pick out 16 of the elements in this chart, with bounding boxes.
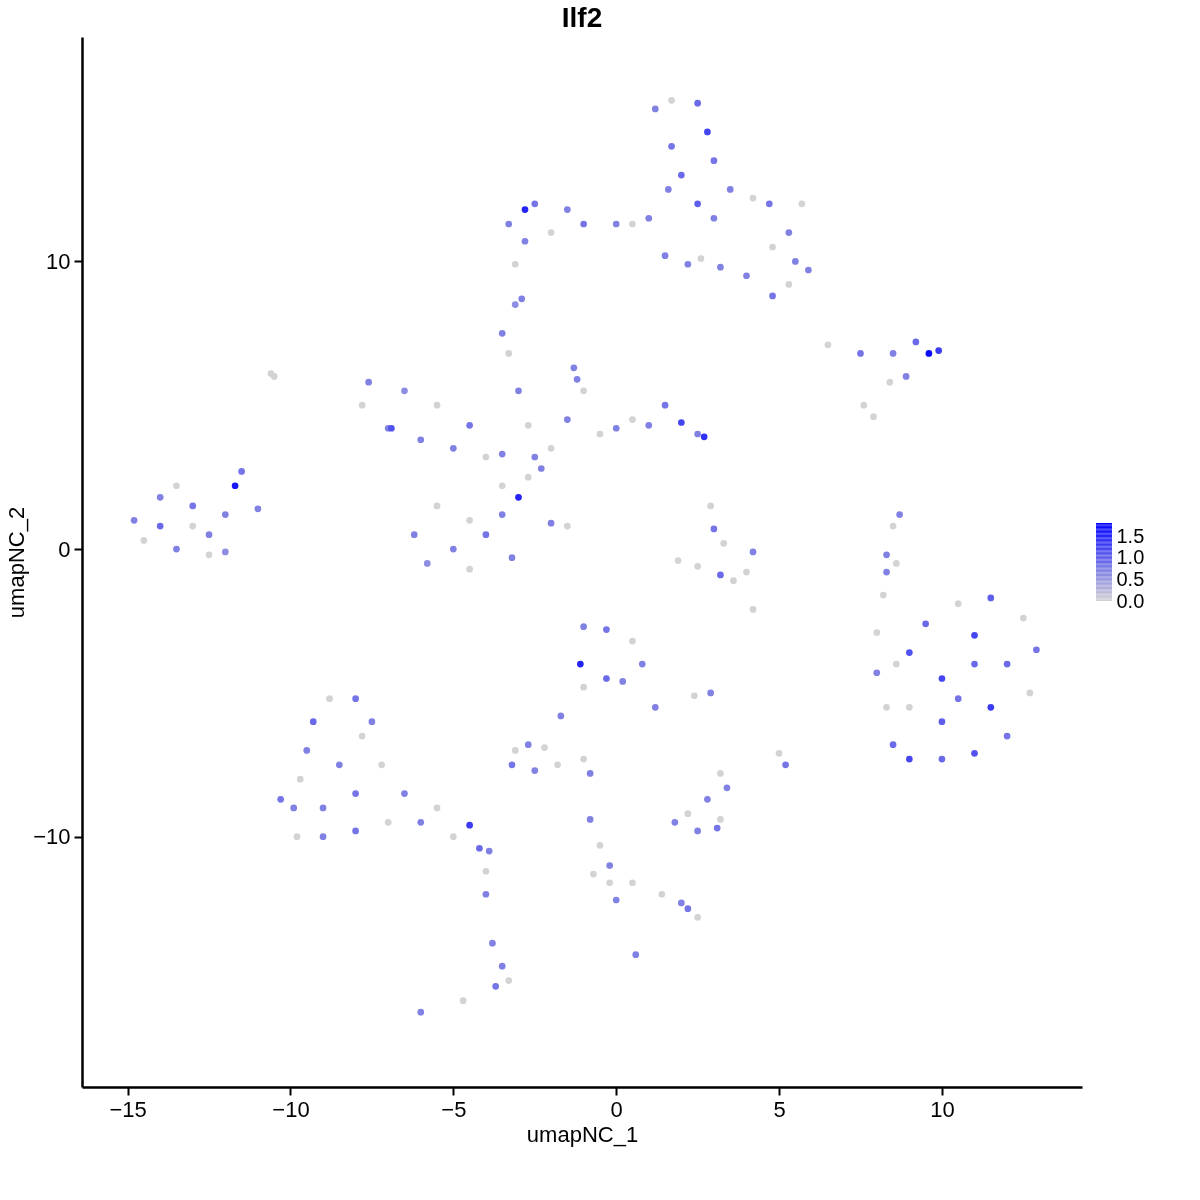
x-tick-label: 0 — [610, 1096, 623, 1122]
y-tick-label: 10 — [46, 248, 71, 274]
x-tick-label: −5 — [441, 1096, 467, 1122]
y-tick-label: −10 — [33, 824, 71, 850]
y-tick-label: 0 — [58, 536, 71, 562]
x-tick-label: 10 — [930, 1096, 955, 1122]
x-axis-title: umapNC_1 — [526, 1121, 639, 1147]
x-tick-label: 5 — [773, 1096, 786, 1122]
x-tick-label: −15 — [109, 1096, 147, 1122]
color-bar-label: 0.0 — [1116, 589, 1145, 612]
color-bar-label: 1.5 — [1116, 524, 1145, 547]
x-tick-label: −10 — [272, 1096, 310, 1122]
color-bar-label: 1.0 — [1116, 546, 1145, 569]
chart-title: Ilf2 — [561, 2, 603, 33]
color-bar-label: 0.5 — [1116, 567, 1145, 590]
y-axis-title: umapNC_2 — [4, 506, 30, 619]
